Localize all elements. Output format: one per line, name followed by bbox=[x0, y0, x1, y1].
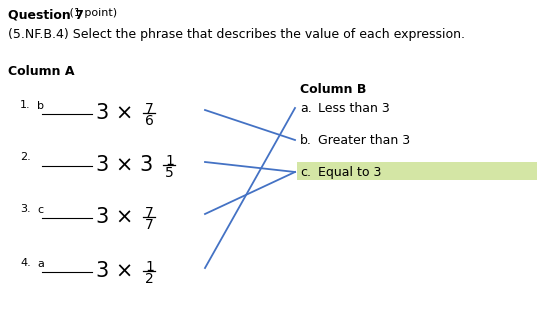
Text: 1: 1 bbox=[165, 154, 174, 168]
FancyBboxPatch shape bbox=[297, 162, 537, 180]
Text: 3 × 3: 3 × 3 bbox=[96, 155, 153, 175]
Text: Column A: Column A bbox=[8, 65, 75, 78]
Text: 7: 7 bbox=[145, 206, 154, 220]
Text: Greater than 3: Greater than 3 bbox=[318, 134, 410, 147]
Text: 2.: 2. bbox=[20, 152, 31, 162]
Text: 2: 2 bbox=[145, 272, 154, 286]
Text: (5.NF.B.4) Select the phrase that describes the value of each expression.: (5.NF.B.4) Select the phrase that descri… bbox=[8, 28, 465, 41]
Text: b.: b. bbox=[300, 134, 312, 147]
Text: 3 ×: 3 × bbox=[96, 103, 134, 123]
Text: c: c bbox=[37, 205, 43, 215]
Text: 3.: 3. bbox=[20, 204, 31, 214]
Text: a.: a. bbox=[300, 102, 312, 115]
Text: 5: 5 bbox=[165, 166, 174, 180]
Text: 1: 1 bbox=[145, 260, 154, 274]
Text: Less than 3: Less than 3 bbox=[318, 102, 390, 115]
Text: a: a bbox=[37, 259, 44, 269]
Text: 3 ×: 3 × bbox=[96, 261, 134, 281]
Text: 7: 7 bbox=[145, 218, 154, 232]
Text: 7: 7 bbox=[145, 102, 154, 116]
Text: Column B: Column B bbox=[300, 83, 366, 96]
Text: 1.: 1. bbox=[20, 100, 31, 110]
Text: 4.: 4. bbox=[20, 258, 31, 268]
Text: (1 point): (1 point) bbox=[66, 8, 117, 18]
Text: 3 ×: 3 × bbox=[96, 207, 134, 227]
Text: 6: 6 bbox=[145, 114, 154, 128]
Text: Equal to 3: Equal to 3 bbox=[318, 166, 381, 179]
Text: b: b bbox=[37, 101, 44, 111]
Text: c.: c. bbox=[300, 166, 311, 179]
Text: Question 7: Question 7 bbox=[8, 8, 84, 21]
